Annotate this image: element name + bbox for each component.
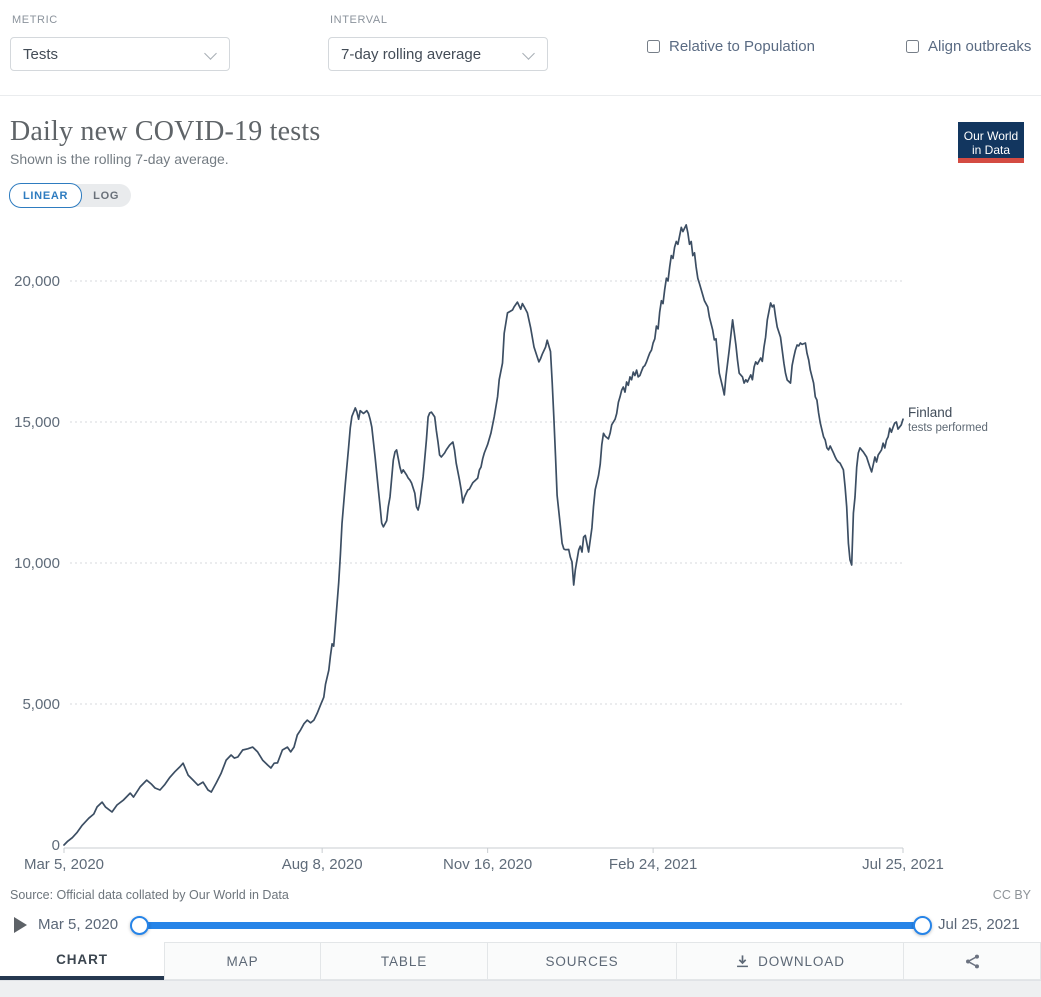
bottom-strip [0,980,1041,997]
metric-label: METRIC [12,14,58,26]
checkbox-icon[interactable] [647,40,660,53]
tab-sources[interactable]: SOURCES [487,942,676,980]
x-tick-label: Nov 16, 2020 [443,856,532,873]
y-tick-label: 20,000 [14,273,60,290]
x-tick-label: Aug 8, 2020 [282,856,363,873]
timeline-end-handle[interactable] [913,916,932,935]
tab-sources-label: SOURCES [545,953,619,969]
owid-logo-line1: Our World [963,128,1019,143]
tab-chart[interactable]: CHART [0,942,164,980]
source-note: Source: Official data collated by Our Wo… [10,888,289,902]
y-tick-label: 15,000 [14,414,60,431]
series-entity-label: Finland [908,405,952,420]
timeline-slider-track[interactable] [130,916,932,935]
y-tick-label: 0 [52,837,60,854]
chart-line [63,224,904,846]
download-icon [737,954,749,967]
scale-toggle: LINEAR LOG [9,183,132,208]
timeline-start-date: Mar 5, 2020 [38,916,119,933]
play-icon[interactable] [14,917,27,933]
footer-tabs: CHART MAP TABLE SOURCES DOWNLOAD [0,942,1041,980]
controls-header: METRIC Tests INTERVAL 7-day rolling aver… [0,0,1041,96]
tab-download[interactable]: DOWNLOAD [676,942,903,980]
tab-table[interactable]: TABLE [320,942,487,980]
metric-select-value: Tests [23,45,59,63]
owid-logo-line2: in Data [971,142,1011,157]
tab-map-label: MAP [226,953,259,969]
page-subtitle: Shown is the rolling 7-day average. [10,151,229,167]
log-scale-button[interactable]: LOG [93,189,120,202]
tab-table-label: TABLE [380,953,428,969]
series-entity-detail: tests performed [908,422,988,434]
align-outbreaks-checkbox[interactable]: Align outbreaks [906,38,1031,55]
owid-logo[interactable]: Our World in Data [958,122,1024,163]
y-tick-label: 10,000 [14,555,60,572]
tab-chart-label: CHART [56,951,108,967]
align-outbreaks-label: Align outbreaks [928,38,1032,55]
interval-select[interactable]: 7-day rolling average [328,37,548,71]
tab-share[interactable] [903,942,1041,980]
tab-map[interactable]: MAP [164,942,320,980]
tab-download-label: DOWNLOAD [758,953,845,969]
y-tick-label: 5,000 [22,696,60,713]
x-tick-label: Jul 25, 2021 [862,856,944,873]
page-title: Daily new COVID-19 tests [10,116,321,147]
chevron-down-icon [522,47,535,60]
relative-to-population-checkbox[interactable]: Relative to Population [647,38,815,55]
x-tick-label: Feb 24, 2021 [609,856,697,873]
chevron-down-icon [204,47,217,60]
metric-select[interactable]: Tests [10,37,230,71]
owid-logo-red-bar [958,158,1024,163]
x-tick-label: Mar 5, 2020 [24,856,104,873]
interval-label: INTERVAL [330,14,388,26]
timeline-end-date: Jul 25, 2021 [938,916,1020,933]
share-icon [965,954,979,968]
interval-select-value: 7-day rolling average [341,45,482,63]
relative-to-population-label: Relative to Population [669,38,815,55]
linear-scale-button[interactable]: LINEAR [9,183,83,208]
checkbox-icon[interactable] [906,40,919,53]
license-label[interactable]: CC BY [992,888,1031,902]
timeline-start-handle[interactable] [130,916,149,935]
